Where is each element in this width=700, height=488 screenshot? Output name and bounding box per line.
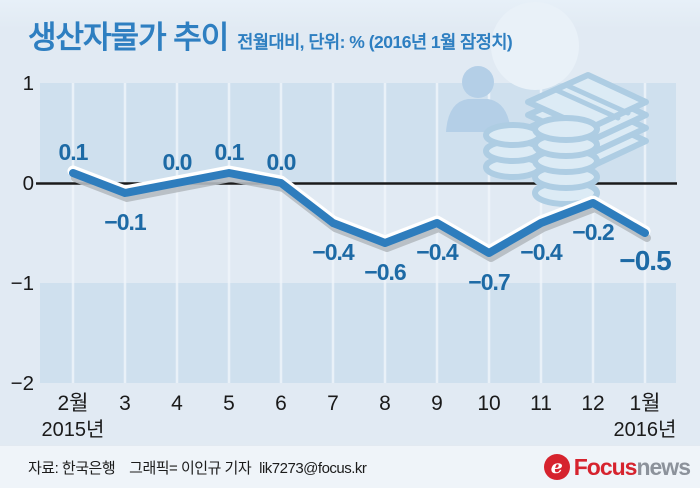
email-label: lik7273@focus.kr [259, 459, 367, 477]
data-line [69, 169, 649, 257]
x-tick-label: 12 [581, 392, 604, 415]
logo-suffix-text: news [636, 453, 691, 480]
point-label: 0.1 [215, 139, 245, 165]
source-credit-line: 자료: 한국은행 그래픽= 이인규 기자 lik7273@focus.kr [28, 457, 367, 478]
point-label: −0.5 [619, 245, 671, 276]
credit-label: 그래픽= 이인규 기자 [129, 459, 252, 477]
x-tick-label: 11 [530, 392, 552, 415]
x-tick-label: 5 [223, 392, 235, 415]
source-label: 자료: 한국은행 [28, 459, 116, 477]
point-label: −0.6 [364, 259, 406, 285]
point-label: 0.0 [267, 149, 296, 175]
y-axis-group: 1 0 −1 −2 [11, 72, 34, 395]
x-tick-label: 4 [171, 392, 183, 415]
x-year-label: 2015년 [42, 418, 105, 441]
logo-brand-text: Focus [573, 453, 638, 480]
coin-stack-small [483, 122, 543, 180]
coin-stack-tall [532, 115, 600, 207]
decoration-group [446, 2, 649, 207]
x-tick-label: 8 [379, 392, 391, 415]
band-negative [40, 283, 676, 383]
x-year-label: 2016년 [614, 418, 677, 441]
point-label: −0.2 [572, 219, 614, 245]
y-tick-label: 0 [23, 172, 34, 195]
money-stacks-icon [483, 72, 649, 207]
header: 생산자물가 추이 전월대비, 단위: % (2016년 1월 잠정치) [28, 12, 690, 57]
point-label: −0.7 [468, 269, 510, 295]
point-label: 0.0 [163, 149, 192, 175]
page-subtitle: 전월대비, 단위: % (2016년 1월 잠정치) [237, 32, 513, 52]
x-tick-label: 3 [119, 392, 131, 415]
x-tick-label: 6 [275, 392, 287, 415]
series-group [67, 165, 651, 262]
x-tick-label: 7 [327, 392, 339, 415]
y-tick-label: −2 [11, 372, 34, 395]
y-tick-label: 1 [23, 72, 34, 95]
x-axis-group: 2월 3 4 5 6 7 8 9 10 11 12 1월 2015년 2016년 [42, 392, 677, 441]
focus-logo-icon: e [543, 454, 570, 480]
point-label: −0.4 [312, 239, 355, 265]
x-tick-label: 10 [477, 392, 500, 415]
person-silhouette-icon [446, 66, 511, 132]
x-tick-label: 1월 [630, 392, 661, 415]
x-tick-label: 2월 [58, 392, 89, 415]
point-label: −0.4 [416, 239, 459, 265]
x-tick-label: 9 [431, 392, 443, 415]
point-label: −0.1 [104, 209, 147, 235]
point-label: 0.1 [59, 139, 89, 165]
point-label-group: 0.1 −0.1 0.0 0.1 0.0 −0.4 −0.6 −0.4 −0.7 −0.4 −0.2… [59, 139, 673, 295]
point-label: −0.4 [520, 239, 563, 265]
page-title: 생산자물가 추이 [28, 20, 229, 55]
y-tick-label: −1 [11, 272, 34, 295]
focus-news-logo: e Focus news [543, 453, 691, 481]
footer: 자료: 한국은행 그래픽= 이인규 기자 lik7273@focus.kr e Fo… [0, 445, 700, 488]
background-blob [491, 2, 579, 90]
